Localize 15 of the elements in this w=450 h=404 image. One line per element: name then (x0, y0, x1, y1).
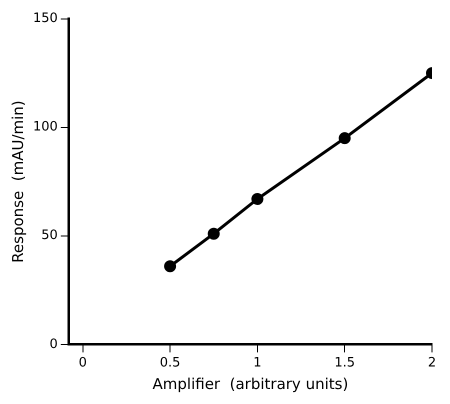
x-tick-label: 0 (78, 356, 87, 371)
x-tick-label: 1 (253, 356, 262, 371)
y-tick-label: 100 (32, 120, 58, 135)
point (251, 192, 264, 205)
y-tick-label: 0 (50, 336, 58, 352)
x-tick-label: 0.5 (160, 356, 180, 371)
x-tick-label: 2 (428, 356, 436, 371)
point (338, 132, 351, 144)
x-axis-title: Amplifier (arbitrary units) (152, 374, 348, 393)
point (208, 228, 220, 240)
y-tick-label: 50 (41, 228, 58, 244)
x-tick-label: 1.5 (334, 356, 356, 371)
point (164, 260, 176, 272)
y-tick-label: 150 (32, 11, 58, 26)
y-axis-title: Response (mAU/min) (8, 100, 27, 263)
